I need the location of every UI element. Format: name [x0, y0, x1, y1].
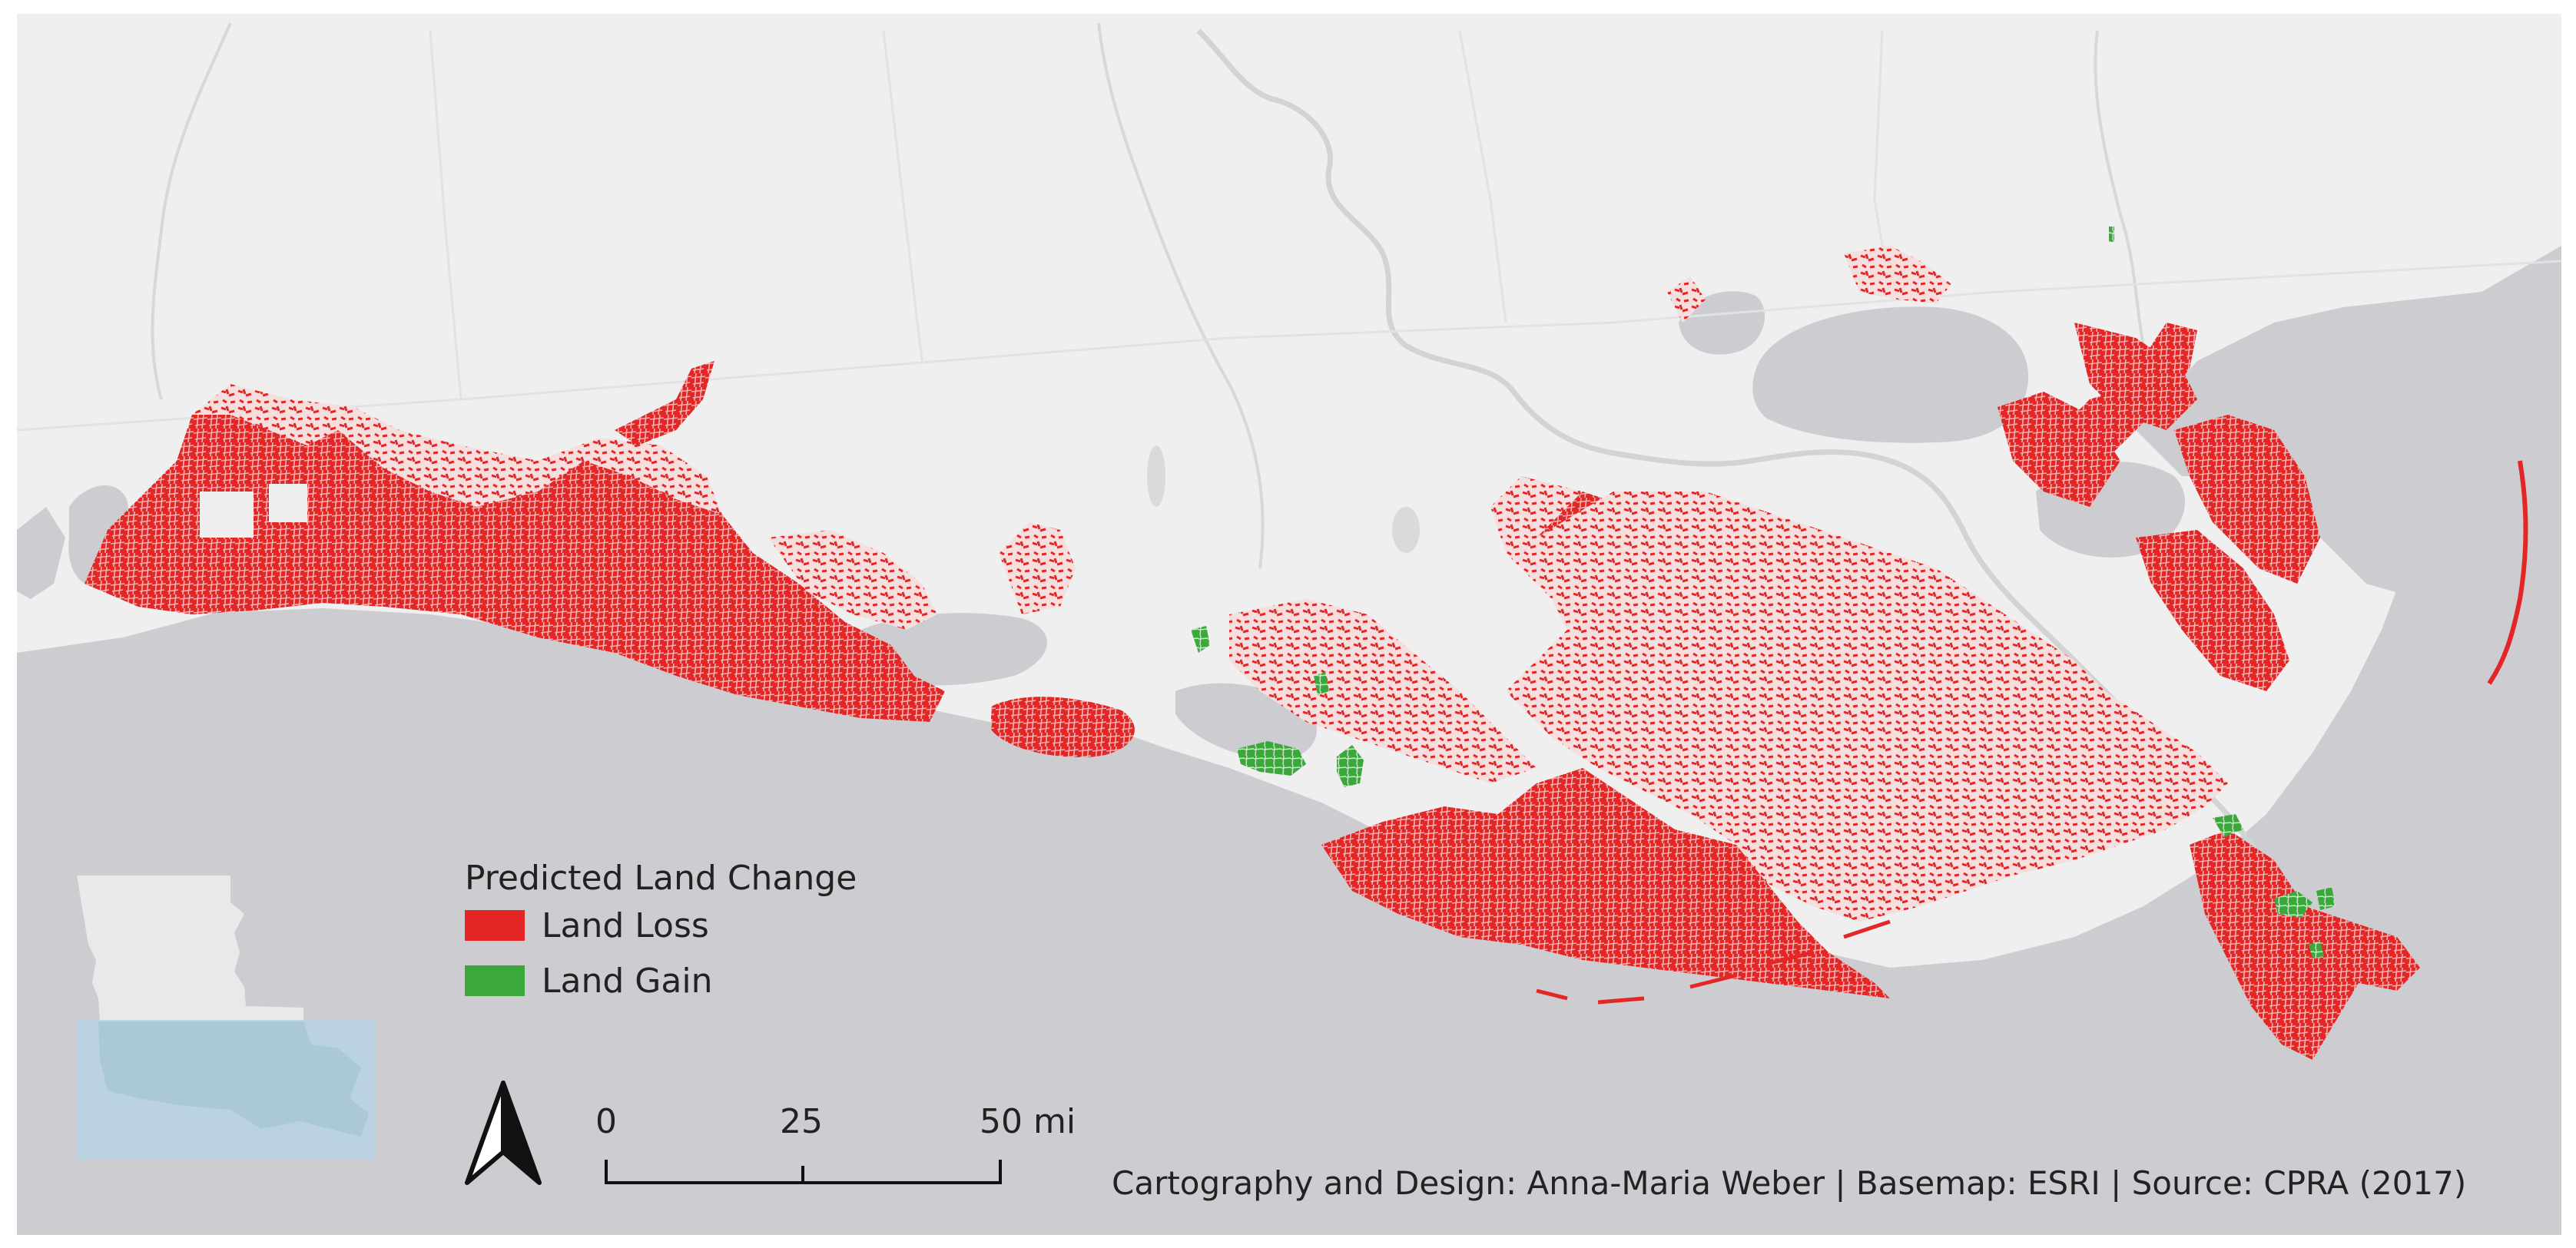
credit-text: Cartography and Design: Anna-Maria Weber…	[1112, 1164, 2466, 1202]
sabine-lake	[17, 507, 65, 599]
legend-label-land-loss: Land Loss	[542, 906, 709, 945]
land-loss-region	[1229, 246, 2528, 1060]
legend-swatch-land-gain	[465, 965, 525, 996]
louisiana-coast-shape	[98, 1021, 369, 1137]
scale-tick-label-50: 50 mi	[980, 1102, 1076, 1141]
river-west	[151, 22, 232, 400]
louisiana-outline	[77, 876, 303, 1021]
legend-title: Predicted Land Change	[465, 859, 857, 898]
north-arrow-icon	[465, 1081, 542, 1185]
scale-bar-line	[605, 1160, 1002, 1184]
inset-locator-map	[77, 876, 376, 1160]
red-river	[1097, 22, 1265, 569]
legend: Predicted Land Change Land Loss Land Gai…	[465, 859, 857, 1001]
scale-tick-label-0: 0	[595, 1102, 617, 1141]
small-lake	[1392, 507, 1420, 553]
land-gain-region	[1191, 227, 2336, 958]
breton-sound	[2136, 246, 2561, 614]
river-pearl	[2094, 30, 2145, 346]
legend-label-land-gain: Land Gain	[542, 962, 712, 1001]
land-loss-region	[85, 361, 1135, 757]
lake-maurepas	[1679, 291, 1765, 355]
lake-pontchartrain	[1752, 306, 2028, 443]
legend-swatch-land-loss	[465, 910, 525, 941]
road-network	[16, 30, 2562, 432]
scale-bar: 0 25 50 mi	[595, 1102, 1076, 1184]
small-lake	[1147, 445, 1165, 507]
scale-tick-label-25: 25	[780, 1102, 823, 1141]
gulf-of-mexico	[17, 253, 2561, 1235]
